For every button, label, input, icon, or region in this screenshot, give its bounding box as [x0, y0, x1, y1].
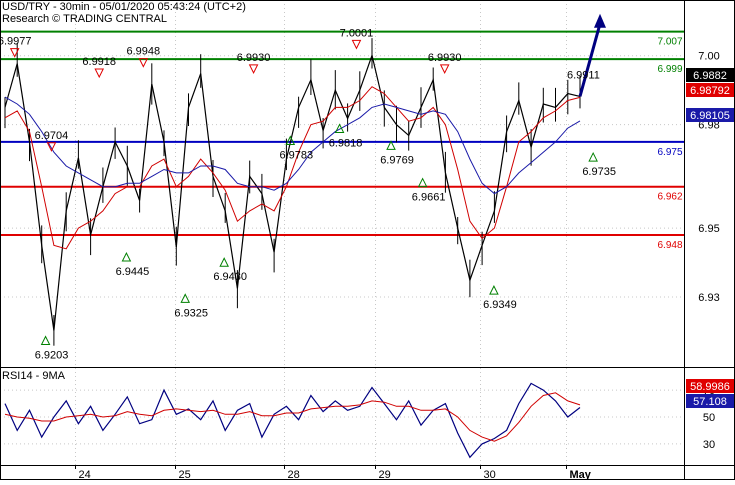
chart-subtitle: Research © TRADING CENTRAL: [2, 13, 167, 25]
price-tag-ma-fast-text: 6.98792: [690, 85, 730, 97]
x-tick-label: 24: [79, 469, 91, 480]
x-tick-label: 28: [288, 469, 300, 480]
trough-marker: [334, 123, 345, 133]
peak-label: 6.9948: [126, 46, 160, 58]
chart-title: USD/TRY - 30min - 05/01/2020 05:43:24 (U…: [2, 1, 246, 13]
rsi-y-tick-label: 50: [703, 412, 715, 424]
price-tag-rsi-ma-box: [686, 379, 734, 393]
annotation-label: 6.9911: [567, 69, 600, 81]
price-tag-ma-slow: 6.98105: [686, 108, 734, 122]
trough-marker: [40, 335, 51, 345]
forecast-arrowhead: [594, 13, 606, 28]
rsi-line: [4, 382, 581, 459]
price-tag-ma-fast: 6.98792: [686, 83, 734, 97]
level-label-support: 6.948: [657, 240, 682, 251]
peak-marker: [94, 68, 105, 79]
price-tag-rsi-ma: 58.9986: [686, 379, 734, 393]
trough-marker: [588, 151, 598, 162]
y-tick-label: 6.95: [698, 223, 719, 235]
price-tag-rsi-text: 57.108: [693, 396, 727, 408]
x-tick-label: 29: [379, 469, 391, 480]
price-tag-ma-slow-text: 6.98105: [690, 110, 730, 122]
price-tag-ma-fast-box: [686, 83, 734, 97]
peak-label: 7.0001: [340, 27, 374, 39]
trough-label: 6.9445: [116, 266, 150, 278]
trough-marker: [219, 257, 229, 267]
peak-label: 6.9977: [0, 36, 32, 48]
trough-label: 6.9661: [412, 192, 446, 204]
level-label-pivot: 6.975: [657, 147, 682, 158]
x-tick-label: May: [570, 469, 592, 480]
series: [4, 13, 606, 459]
price-tag-last-box: [686, 68, 734, 82]
price-tag-rsi-ma-text: 58.9986: [690, 381, 730, 393]
peak-label: 6.9704: [35, 130, 69, 142]
level-label-resistance: 7.007: [657, 37, 682, 48]
y-tick-label: 6.93: [698, 292, 719, 304]
peak-marker: [46, 142, 57, 152]
trough-marker: [386, 140, 396, 150]
trough-label: 6.9349: [483, 299, 517, 311]
level-label-support: 6.962: [657, 192, 682, 203]
trough-label: 6.9203: [35, 349, 69, 361]
trough-marker: [121, 251, 132, 262]
peak-marker: [9, 48, 20, 58]
price-line: [4, 53, 581, 331]
ma-slow-line: [4, 96, 581, 195]
rsi-title: RSI14 - 9MA: [2, 370, 66, 382]
y-tick-label: 6.98: [698, 120, 719, 132]
trough-marker: [285, 135, 296, 146]
trough-marker: [417, 177, 428, 188]
trough-label: 6.9325: [174, 307, 208, 319]
trough-label: 6.9818: [329, 137, 363, 149]
price-tag-last: 6.9882: [686, 68, 734, 82]
price-tag-ma-slow-box: [686, 108, 734, 122]
trough-label: 6.9430: [213, 271, 247, 283]
peak-label: 6.9930: [237, 52, 271, 64]
peak-label: 6.9930: [428, 52, 462, 64]
trough-label: 6.9769: [380, 154, 414, 166]
price-tags: 6.9882 6.98792 6.98105 58.9986 57.108: [686, 68, 734, 408]
forecast-arrow: [578, 23, 602, 97]
trough-marker: [180, 293, 191, 303]
rsi-y-tick-label: 30: [703, 439, 715, 451]
peak-trough-markers: 6.9911 6.9977 6.9918 6.9948 6.9704 6.9930 7.00…: [0, 27, 616, 361]
rsi-ma-line: [4, 392, 581, 442]
peak-marker: [248, 64, 259, 74]
trough-marker: [489, 285, 499, 295]
x-tick-label: 25: [179, 469, 191, 480]
ma-fast-line: [4, 86, 581, 250]
peak-marker: [439, 64, 450, 74]
price-tag-last-text: 6.9882: [693, 70, 727, 82]
trough-label: 6.9735: [582, 166, 616, 178]
peak-marker: [138, 58, 149, 68]
x-tick-label: 30: [484, 469, 496, 480]
y-tick-label: 7.00: [698, 51, 719, 63]
level-label-resistance: 6.999: [657, 64, 682, 75]
trough-label: 6.9783: [279, 150, 313, 162]
price-tag-rsi-box: [686, 394, 734, 408]
peak-label: 6.9918: [82, 56, 116, 68]
price-tag-rsi: 57.108: [686, 394, 734, 408]
peak-marker: [351, 39, 362, 50]
